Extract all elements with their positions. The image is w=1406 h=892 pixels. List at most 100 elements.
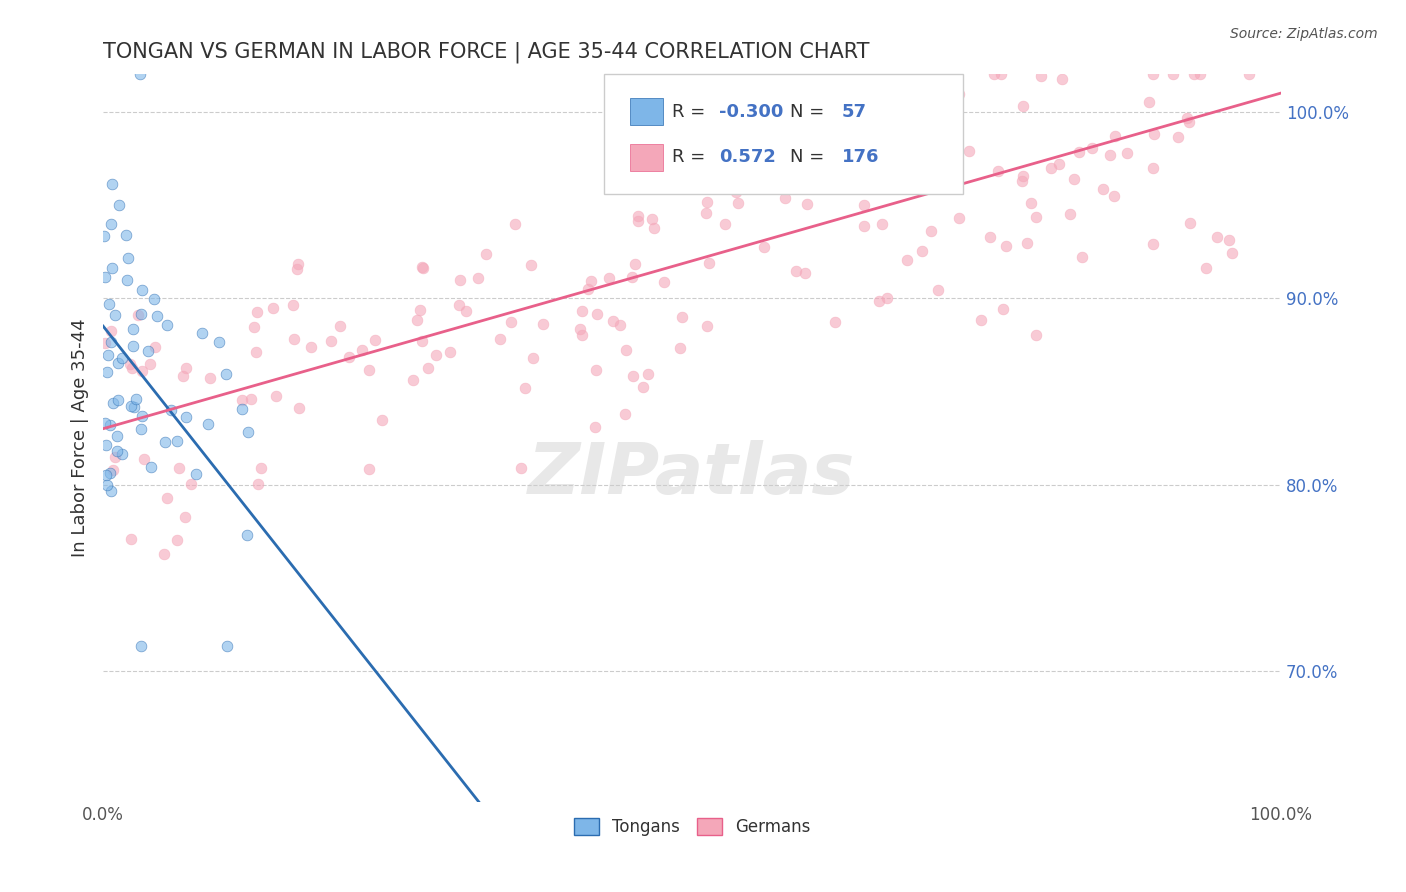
Point bbox=[1175, 111, 1198, 125]
Point bbox=[299, 340, 322, 354]
Point bbox=[94, 416, 117, 430]
Point bbox=[467, 270, 489, 285]
Point bbox=[568, 321, 591, 335]
Point bbox=[1104, 128, 1126, 143]
Point bbox=[131, 283, 153, 297]
Point bbox=[1099, 147, 1122, 161]
Point bbox=[174, 509, 197, 524]
Point bbox=[143, 340, 166, 354]
Point bbox=[868, 293, 890, 308]
Point bbox=[725, 185, 748, 199]
Point bbox=[127, 308, 149, 322]
Point bbox=[1063, 172, 1085, 186]
Y-axis label: In Labor Force | Age 35-44: In Labor Force | Age 35-44 bbox=[72, 318, 89, 558]
Point bbox=[357, 462, 380, 476]
Point bbox=[139, 357, 162, 371]
Point bbox=[1011, 169, 1033, 183]
Point bbox=[1017, 235, 1039, 250]
Point bbox=[1143, 128, 1166, 142]
Point bbox=[1040, 161, 1063, 176]
Point bbox=[153, 434, 176, 449]
Text: Source: ZipAtlas.com: Source: ZipAtlas.com bbox=[1230, 27, 1378, 41]
Point bbox=[139, 460, 162, 475]
Point bbox=[1081, 141, 1104, 155]
Point bbox=[852, 198, 875, 212]
Text: TONGAN VS GERMAN IN LABOR FORCE | AGE 35-44 CORRELATION CHART: TONGAN VS GERMAN IN LABOR FORCE | AGE 35… bbox=[103, 42, 870, 63]
Point bbox=[129, 422, 152, 436]
FancyBboxPatch shape bbox=[603, 74, 963, 194]
Point bbox=[283, 298, 305, 312]
Point bbox=[191, 326, 214, 340]
Point bbox=[1195, 260, 1218, 275]
Point bbox=[1178, 114, 1201, 128]
Text: 57: 57 bbox=[842, 103, 866, 120]
Point bbox=[1025, 210, 1047, 224]
Point bbox=[121, 361, 143, 376]
Point bbox=[641, 211, 664, 226]
Point bbox=[411, 260, 433, 274]
Point bbox=[927, 284, 949, 298]
Point bbox=[1050, 71, 1073, 86]
Text: N =: N = bbox=[790, 148, 830, 166]
Point bbox=[98, 466, 121, 480]
FancyBboxPatch shape bbox=[630, 98, 662, 126]
Point bbox=[449, 298, 471, 312]
Point bbox=[93, 269, 115, 284]
Point bbox=[94, 438, 117, 452]
Point bbox=[153, 547, 176, 561]
Point bbox=[614, 343, 637, 357]
Point bbox=[166, 533, 188, 547]
Point bbox=[111, 351, 134, 365]
Point bbox=[439, 345, 461, 359]
Legend: Tongans, Germans: Tongans, Germans bbox=[565, 809, 818, 844]
Point bbox=[172, 369, 194, 384]
Point bbox=[970, 313, 993, 327]
Point bbox=[696, 195, 718, 210]
Point bbox=[412, 260, 434, 275]
Point bbox=[236, 528, 259, 542]
Point bbox=[515, 381, 537, 395]
Point bbox=[851, 134, 873, 148]
Point bbox=[156, 491, 179, 505]
Point bbox=[208, 334, 231, 349]
Point bbox=[166, 434, 188, 448]
Point bbox=[131, 409, 153, 423]
Point bbox=[136, 343, 159, 358]
Point bbox=[957, 144, 980, 158]
Point bbox=[231, 392, 253, 407]
Point bbox=[796, 196, 818, 211]
Point bbox=[707, 153, 730, 168]
Point bbox=[100, 324, 122, 338]
Point bbox=[920, 225, 942, 239]
Point bbox=[598, 271, 620, 285]
Point bbox=[755, 160, 778, 174]
Point bbox=[105, 429, 128, 443]
Point bbox=[1137, 95, 1160, 109]
Point bbox=[911, 244, 934, 259]
Point bbox=[1182, 67, 1205, 81]
Point bbox=[983, 67, 1005, 81]
Point bbox=[1071, 250, 1094, 264]
Point bbox=[449, 272, 471, 286]
Point bbox=[416, 360, 439, 375]
Point bbox=[1012, 99, 1035, 113]
Point bbox=[1167, 129, 1189, 144]
Point bbox=[696, 318, 718, 333]
Text: ZIPatlas: ZIPatlas bbox=[529, 440, 856, 508]
Point bbox=[129, 67, 152, 81]
Point bbox=[425, 348, 447, 362]
Point bbox=[717, 147, 740, 161]
Point bbox=[1237, 67, 1260, 81]
Point bbox=[98, 296, 121, 310]
Point bbox=[1142, 237, 1164, 252]
Point bbox=[285, 262, 308, 277]
Point bbox=[197, 417, 219, 431]
Point bbox=[101, 395, 124, 409]
Point bbox=[122, 322, 145, 336]
Point bbox=[94, 336, 117, 351]
Point bbox=[1218, 233, 1240, 247]
Point bbox=[184, 467, 207, 481]
Point bbox=[98, 418, 121, 433]
Point bbox=[134, 452, 156, 467]
Point bbox=[1067, 145, 1090, 159]
